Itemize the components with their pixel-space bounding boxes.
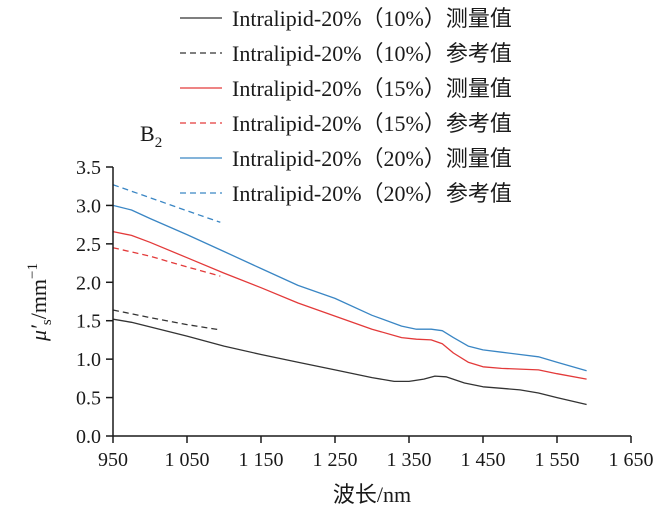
x-tick-label: 1 150 bbox=[239, 449, 284, 471]
legend-label: Intralipid-20%（20%）参考值 bbox=[232, 181, 512, 206]
y-tick-label: 2.5 bbox=[76, 234, 101, 256]
legend-label: Intralipid-20%（20%）测量值 bbox=[232, 146, 512, 171]
x-tick-label: 950 bbox=[98, 449, 128, 471]
series-group bbox=[112, 184, 587, 406]
y-tick-label: 0.0 bbox=[76, 426, 101, 448]
panel-label: B2 bbox=[140, 121, 162, 151]
y-axis-title: μ′s/mm−1 bbox=[25, 263, 55, 342]
series-line bbox=[112, 184, 221, 223]
x-tick-label: 1 650 bbox=[609, 449, 654, 471]
series-line bbox=[112, 247, 221, 277]
legend-label: Intralipid-20%（15%）测量值 bbox=[232, 76, 512, 101]
series-line bbox=[112, 309, 221, 331]
legend: Intralipid-20%（10%）测量值 Intralipid-20%（10%… bbox=[180, 6, 512, 206]
y-tick-label: 0.5 bbox=[76, 388, 101, 410]
x-tick-label: 1 450 bbox=[461, 449, 506, 471]
y-tick-label: 2.0 bbox=[76, 272, 101, 294]
series-line bbox=[112, 230, 587, 380]
y-axis: 0.0 0.5 1.0 1.5 2.0 2.5 3.0 3.5 bbox=[76, 157, 114, 448]
y-tick-label: 1.0 bbox=[76, 349, 101, 371]
x-tick-label: 1 350 bbox=[387, 449, 432, 471]
y-tick-label: 3.0 bbox=[76, 195, 101, 217]
x-axis-title: 波长/nm bbox=[333, 482, 411, 507]
x-axis: 950 1 050 1 150 1 250 1 350 1 450 1 550 1 650 bbox=[98, 435, 654, 471]
x-tick-label: 1 250 bbox=[313, 449, 358, 471]
series-line bbox=[112, 204, 587, 372]
x-tick-label: 1 550 bbox=[535, 449, 580, 471]
legend-label: Intralipid-20%（10%）测量值 bbox=[232, 6, 512, 31]
series-line bbox=[112, 318, 587, 406]
y-tick-label: 3.5 bbox=[76, 157, 101, 179]
legend-label: Intralipid-20%（15%）参考值 bbox=[232, 111, 512, 136]
legend-label: Intralipid-20%（10%）参考值 bbox=[232, 41, 512, 66]
plot-area: 950 1 050 1 150 1 250 1 350 1 450 1 550 1 650 0… bbox=[76, 157, 654, 471]
x-tick-label: 1 050 bbox=[165, 449, 210, 471]
y-tick-label: 1.5 bbox=[76, 311, 101, 333]
